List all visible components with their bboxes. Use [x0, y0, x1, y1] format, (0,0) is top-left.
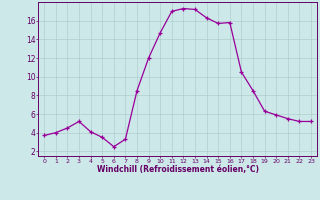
X-axis label: Windchill (Refroidissement éolien,°C): Windchill (Refroidissement éolien,°C): [97, 165, 259, 174]
